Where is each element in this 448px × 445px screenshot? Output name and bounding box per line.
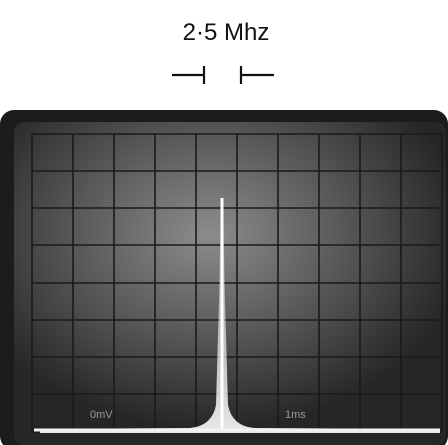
span-markers (172, 66, 274, 84)
figure: 2·5 Mhz 0mV 1ms (0, 0, 448, 445)
screen-label: 1ms (285, 409, 306, 421)
screen-label: 0mV (90, 409, 113, 421)
page: 2·5 Mhz 0mV 1ms (() => { const data = JS (0, 0, 448, 445)
frequency-label: 2·5 Mhz (183, 19, 270, 46)
